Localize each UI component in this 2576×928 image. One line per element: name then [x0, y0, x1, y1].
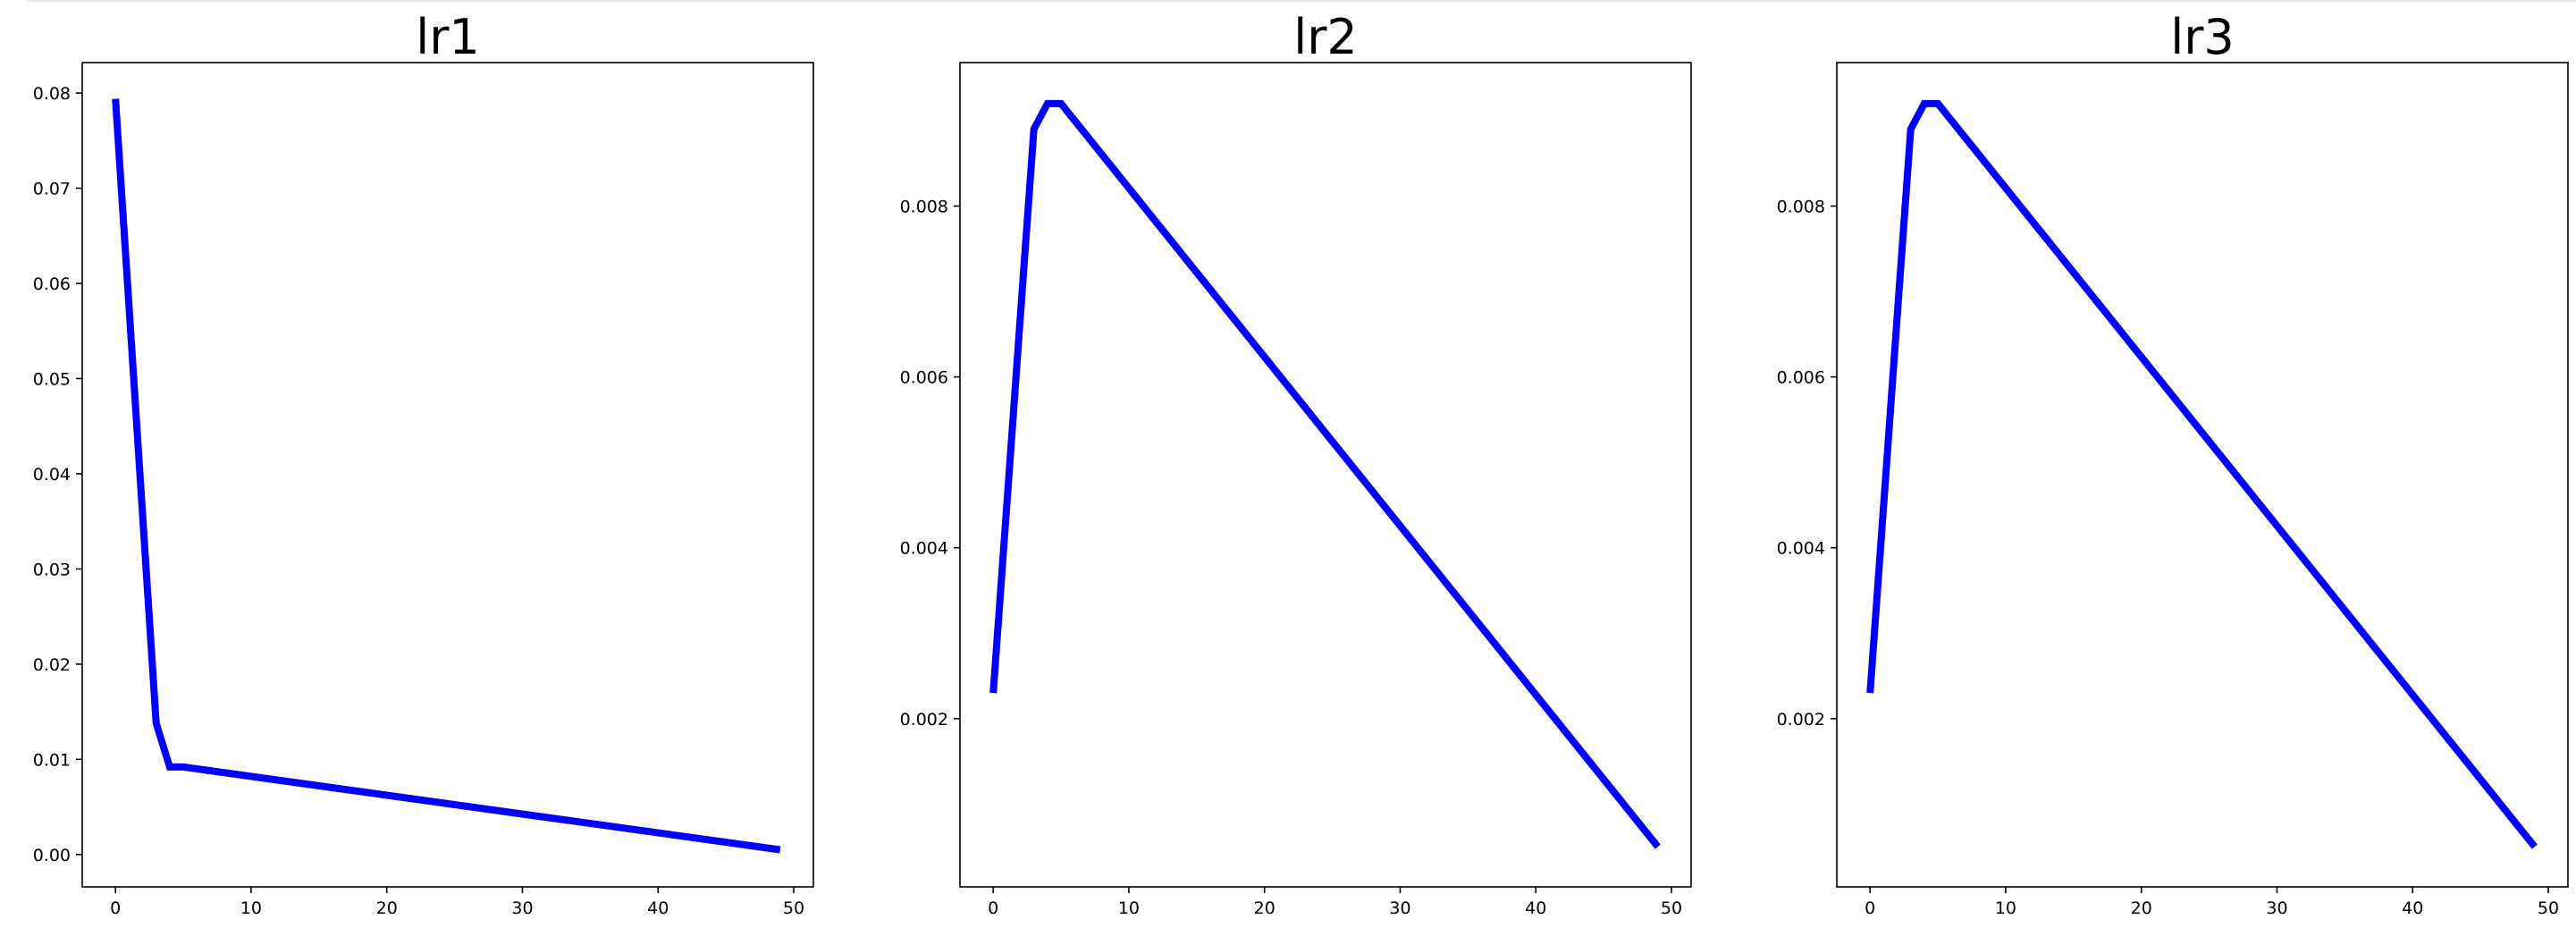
y-tick-label: 0.06: [33, 274, 71, 294]
y-tick-label: 0.05: [33, 369, 71, 389]
x-tick-label: 20: [376, 898, 398, 918]
y-tick-label: 0.004: [1777, 539, 1825, 559]
x-tick-label: 50: [1661, 898, 1682, 918]
y-tick-label: 0.02: [33, 655, 71, 675]
y-tick-label: 0.04: [33, 465, 71, 485]
series-line: [989, 99, 1661, 849]
y-tick-label: 0.03: [33, 560, 71, 579]
y-tick-label: 0.008: [1777, 198, 1825, 217]
x-tick-label: 50: [783, 898, 804, 918]
y-tick-label: 0.004: [900, 539, 948, 559]
x-tick-label: 0: [988, 898, 998, 918]
x-tick-label: 20: [1254, 898, 1275, 918]
x-tick-label: 10: [1118, 898, 1140, 918]
y-tick-label: 0.008: [900, 198, 948, 217]
chart-1: lr1 0 10 20 30 40 50 0.00 0.01 0.02 0.03 0.04 0.05 0.…: [33, 9, 814, 918]
x-tick-label: 0: [1865, 898, 1875, 918]
axes-frame: [959, 62, 1692, 888]
chart-2: lr2 0 10 20 30 40 50 0.002 0.004 0.006 0.008: [900, 9, 1692, 918]
series-line: [1866, 99, 2538, 849]
x-tick-label: 30: [511, 898, 533, 918]
x-tick-label: 50: [2538, 898, 2559, 918]
x-tick-label: 40: [1525, 898, 1546, 918]
y-tick-label: 0.07: [33, 180, 71, 199]
x-tick-label: 10: [1995, 898, 2016, 918]
x-tick-label: 0: [110, 898, 121, 918]
chart-title: lr2: [1293, 9, 1358, 65]
y-tick-label: 0.002: [900, 710, 948, 730]
axes-frame: [1836, 62, 2569, 888]
x-tick-label: 20: [2131, 898, 2152, 918]
x-tick-label: 40: [2402, 898, 2423, 918]
x-tick-label: 30: [2266, 898, 2287, 918]
x-tick-label: 10: [240, 898, 262, 918]
y-tick-label: 0.00: [33, 846, 71, 865]
x-tick-label: 30: [1389, 898, 1410, 918]
chart-title: lr1: [416, 9, 480, 65]
top-divider: [27, 0, 2576, 2]
axes-frame: [81, 62, 814, 888]
y-tick-label: 0.006: [1777, 368, 1825, 388]
y-tick-label: 0.01: [33, 750, 71, 770]
chart-3: lr3 0 10 20 30 40 50 0.002 0.004 0.006 0.008: [1777, 9, 2569, 918]
y-tick-label: 0.08: [33, 84, 71, 104]
y-tick-label: 0.002: [1777, 710, 1825, 730]
series-line: [112, 98, 781, 854]
y-tick-label: 0.006: [900, 368, 948, 388]
x-tick-label: 40: [647, 898, 669, 918]
chart-title: lr3: [2170, 9, 2235, 65]
